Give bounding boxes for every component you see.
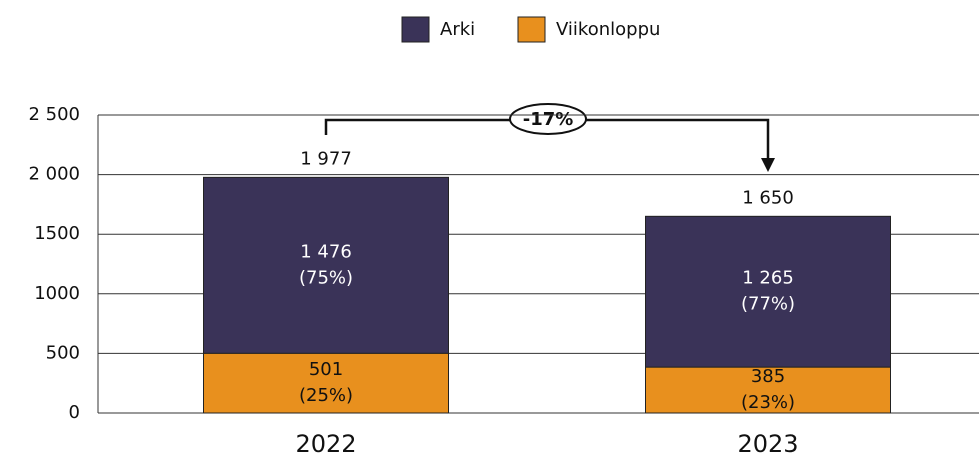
legend-label: Arki [440, 19, 475, 40]
total-label: 1 977 [300, 148, 352, 169]
value-label: 1 265 [742, 268, 794, 289]
arrow-head [761, 158, 775, 172]
change-arrow [324, 118, 770, 160]
y-tick-label: 0 [69, 402, 80, 423]
annotation-bubble [509, 103, 587, 135]
bar-segment [203, 176, 449, 354]
bar-segment [645, 215, 891, 368]
y-tick-label: 1500 [34, 223, 80, 244]
y-tick-label: 2 000 [28, 164, 80, 185]
x-tick-label: 2023 [737, 430, 798, 458]
value-label: 1 476 [300, 241, 352, 262]
share-label: (75%) [299, 267, 353, 288]
share-label: (77%) [741, 294, 795, 315]
share-label: (23%) [741, 392, 795, 413]
total-label: 1 650 [742, 187, 794, 208]
bar-segment [203, 352, 449, 414]
x-tick-label: 2022 [295, 430, 356, 458]
value-label: 501 [309, 359, 343, 380]
legend-swatch [517, 16, 546, 43]
value-label: 385 [751, 366, 785, 387]
legend-label: Viikonloppu [556, 19, 660, 40]
annotation: -17% [523, 109, 574, 130]
y-tick-label: 500 [46, 342, 80, 363]
share-label: (25%) [299, 385, 353, 406]
legend-swatch [401, 16, 430, 43]
y-tick-label: 2 500 [28, 104, 80, 125]
y-tick-label: 1000 [34, 283, 80, 304]
